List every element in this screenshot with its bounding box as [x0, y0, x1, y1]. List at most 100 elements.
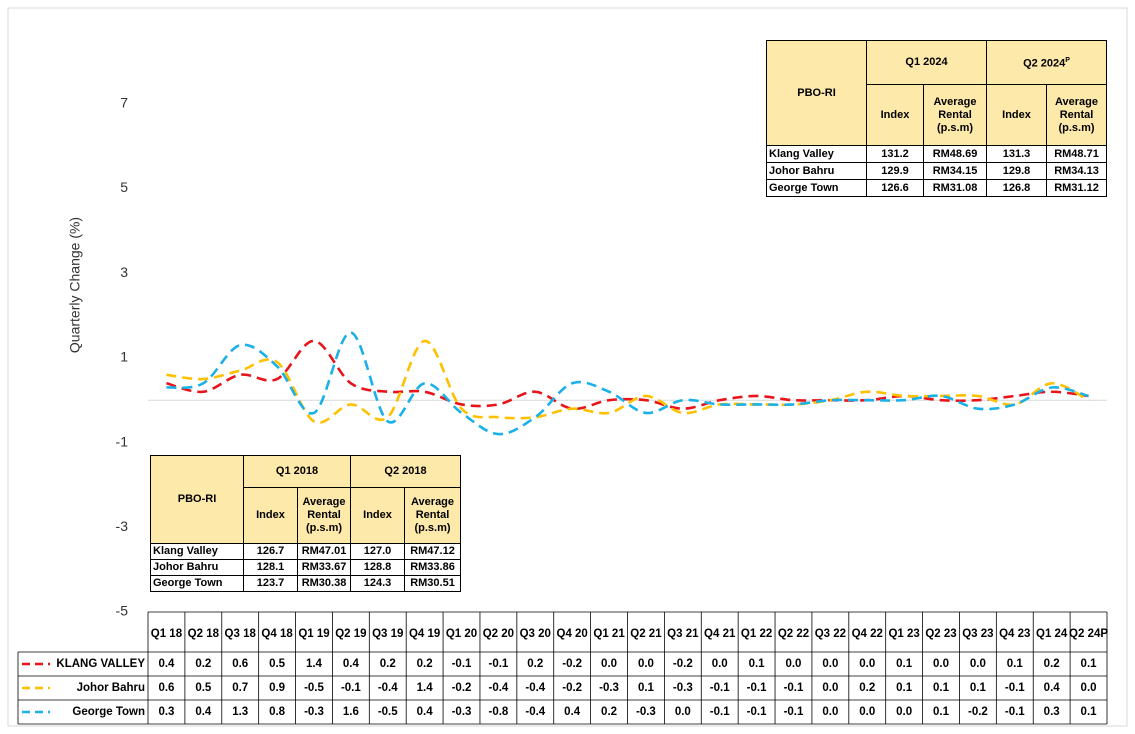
table-cell: 126.6 [866, 179, 924, 197]
data-label: -0.1 [1005, 706, 1025, 718]
data-label: 0.4 [343, 658, 360, 670]
data-label: -0.3 [673, 682, 693, 694]
data-label: -0.1 [488, 658, 508, 670]
table-cell: Johor Bahru [150, 559, 244, 576]
chart-border [7, 7, 1128, 727]
data-label: 0.0 [822, 682, 838, 694]
y-tick-label: -1 [116, 433, 129, 449]
data-label: -0.3 [599, 682, 619, 694]
x-tick-label: Q3 20 [520, 628, 551, 640]
y-axis-title: Quarterly Change (%) [67, 217, 83, 353]
data-label: 0.4 [564, 706, 581, 718]
table-cell: 126.8 [986, 179, 1048, 197]
y-tick-label: -3 [116, 518, 129, 534]
data-label: 0.2 [380, 658, 396, 670]
data-label: 0.2 [601, 706, 617, 718]
x-tick-label: Q1 18 [151, 628, 183, 640]
table-cell: RM48.71 [1046, 145, 1108, 163]
x-tick-label: Q2 20 [483, 628, 514, 640]
subheader-row: Index Average Rental (p.s.m) Index Average … [151, 487, 462, 544]
data-label: 0.0 [859, 706, 875, 718]
table-row: Klang Valley 126.7 RM47.01 127.0 RM47.12 [150, 543, 462, 560]
period-header: Q1 2018 [242, 455, 352, 488]
data-label: 0.4 [158, 658, 175, 670]
y-tick-label: 7 [120, 94, 128, 110]
data-label: 0.1 [933, 706, 950, 718]
data-label: 0.0 [1081, 682, 1097, 694]
table-cell: 123.7 [243, 575, 298, 592]
data-label: -0.1 [452, 658, 472, 670]
data-label: 0.0 [822, 706, 838, 718]
table-cell: 131.2 [866, 145, 924, 163]
table-cell: Johor Bahru [766, 162, 867, 180]
header-row: PBO-RI Q1 2018 Q2 2018 [150, 455, 462, 544]
table-row: George Town 123.7 RM30.38 124.3 RM30.51 [150, 575, 462, 592]
table-cell: RM34.13 [1046, 162, 1108, 180]
table-cell: Klang Valley [150, 543, 244, 560]
table-cell: RM30.38 [296, 575, 352, 592]
data-label: 1.3 [232, 706, 248, 718]
data-label: 0.1 [1081, 658, 1098, 670]
data-label: -0.5 [378, 706, 398, 718]
data-label: 0.5 [269, 658, 286, 670]
table-row: Klang Valley 131.2 RM48.69 131.3 RM48.71 [766, 145, 1108, 163]
data-label: -0.1 [710, 682, 730, 694]
subheader: Average Rental (p.s.m) [1046, 84, 1108, 146]
table-row: Johor Bahru 129.9 RM34.15 129.8 RM34.13 [766, 162, 1108, 180]
table-cell: RM31.12 [1046, 179, 1108, 197]
data-label: -0.1 [784, 706, 804, 718]
header-row: PBO-RI Q1 2024 Q2 2024P [766, 40, 1108, 146]
y-tick-label: 1 [120, 349, 128, 365]
data-label: -0.2 [968, 706, 988, 718]
x-tick-label: Q4 18 [261, 628, 293, 640]
x-tick-label: Q2 21 [630, 628, 662, 640]
data-label: 0.5 [195, 682, 212, 694]
table-cell: 129.8 [986, 162, 1048, 180]
table-cell: 129.9 [866, 162, 924, 180]
period-label: Q2 2018 [384, 465, 427, 477]
x-tick-label: Q3 21 [667, 628, 699, 640]
x-tick-label: Q1 19 [298, 628, 329, 640]
data-label: 0.0 [822, 658, 838, 670]
period-header: Q2 2018 [350, 455, 462, 488]
data-label: 0.0 [970, 658, 986, 670]
data-label: 0.0 [933, 658, 949, 670]
table-cell: 124.3 [350, 575, 406, 592]
data-label: 0.2 [195, 658, 211, 670]
data-label: 0.4 [195, 706, 212, 718]
data-label: -0.4 [525, 706, 545, 718]
table-cell: 127.0 [350, 543, 406, 560]
data-label: 0.0 [601, 658, 617, 670]
x-tick-label: Q1 24 [1036, 628, 1068, 640]
data-label: -0.1 [1005, 682, 1025, 694]
subheader: Index [986, 84, 1048, 146]
data-label: 0.2 [1044, 658, 1060, 670]
table-cell: RM33.86 [404, 559, 462, 576]
data-label: 0.8 [269, 706, 286, 718]
x-tick-label: Q1 21 [593, 628, 625, 640]
data-label: 1.6 [343, 706, 359, 718]
table-cell: 128.1 [243, 559, 298, 576]
table-cell: RM34.15 [922, 162, 988, 180]
data-label: 0.9 [269, 682, 285, 694]
legend-label: Johor Bahru [77, 682, 145, 694]
data-label: 0.1 [896, 658, 913, 670]
x-tick-label: Q4 20 [557, 628, 588, 640]
table-cell: RM33.67 [296, 559, 352, 576]
data-label: 0.6 [158, 682, 174, 694]
data-label: -0.8 [488, 706, 508, 718]
data-label: 0.0 [675, 706, 691, 718]
data-label: 0.7 [232, 682, 248, 694]
data-label: 0.6 [232, 658, 248, 670]
data-label: -0.1 [341, 682, 361, 694]
data-label: -0.4 [378, 682, 398, 694]
data-label: 0.4 [417, 706, 434, 718]
period-label: Q2 2024 [1023, 57, 1066, 70]
period-label: Q1 2018 [275, 465, 319, 477]
data-label: 0.0 [638, 658, 654, 670]
data-label: -0.2 [452, 682, 472, 694]
y-tick-label: 5 [120, 179, 128, 195]
data-label: -0.3 [636, 706, 656, 718]
y-tick-label: 3 [120, 264, 128, 280]
x-tick-label: Q4 19 [409, 628, 440, 640]
